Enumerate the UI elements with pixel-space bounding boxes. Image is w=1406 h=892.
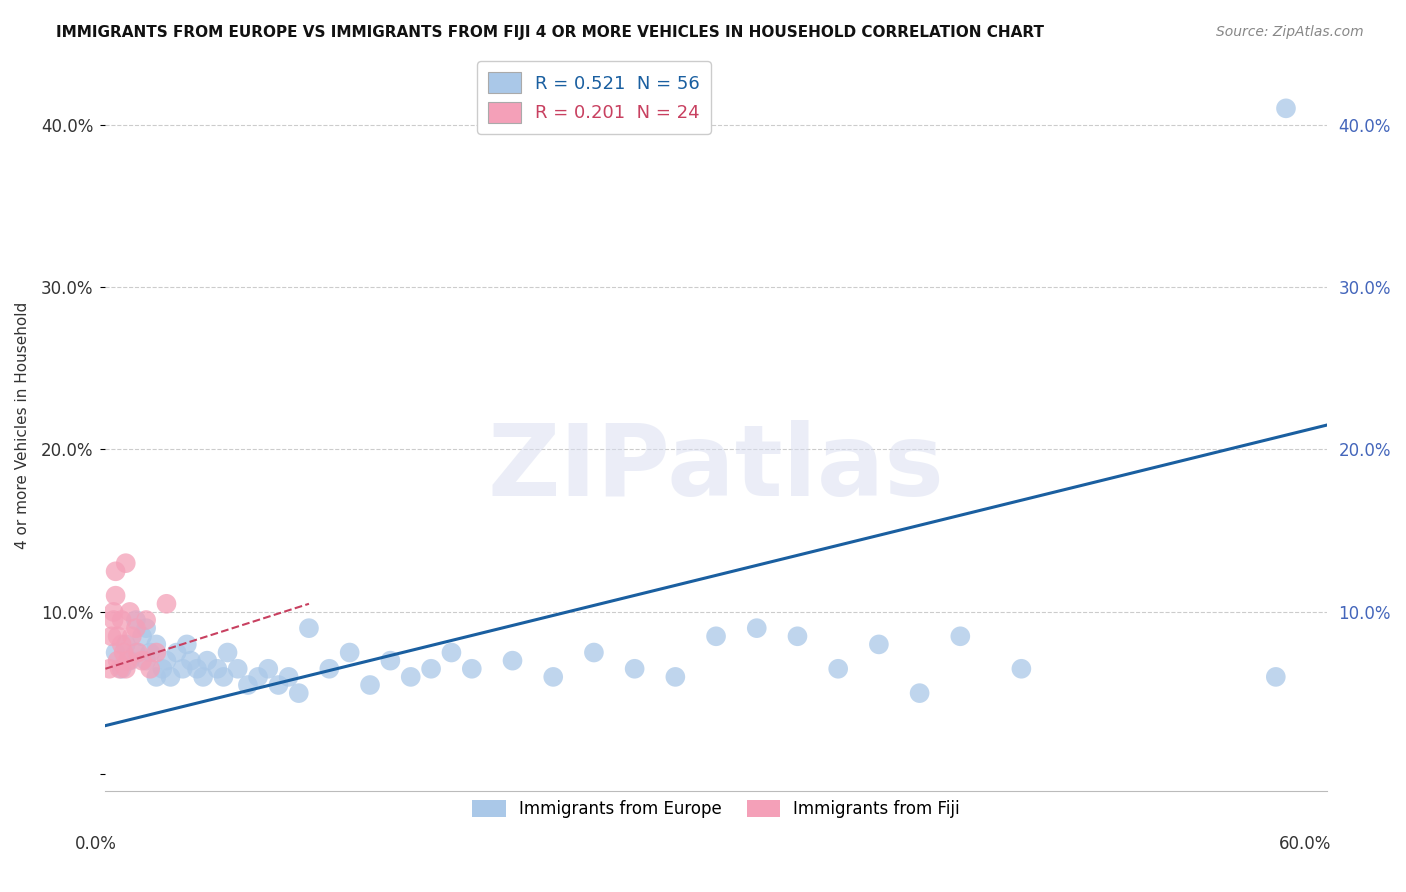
Point [380,654,402,668]
Point [145,637,167,651]
Point [257,662,280,676]
Legend: Immigrants from Europe, Immigrants from Fiji: Immigrants from Europe, Immigrants from … [464,791,969,826]
Point [104,589,127,603]
Point [172,662,194,676]
Point [103,613,125,627]
Text: IMMIGRANTS FROM EUROPE VS IMMIGRANTS FROM FIJI 4 OR MORE VEHICLES IN HOUSEHOLD C: IMMIGRANTS FROM EUROPE VS IMMIGRANTS FRO… [56,25,1045,40]
Point [131,654,153,668]
Point [155,597,177,611]
Point [118,605,141,619]
Point [108,662,131,676]
Point [103,605,125,619]
Point [145,646,167,660]
Y-axis label: 4 or more Vehicles in Household: 4 or more Vehicles in Household [15,301,30,549]
Point [339,646,361,660]
Point [125,646,148,660]
Text: 0.0%: 0.0% [75,835,117,853]
Point [440,646,463,660]
Point [704,629,727,643]
Point [135,613,157,627]
Point [107,629,129,643]
Point [827,662,849,676]
Point [461,662,484,676]
Point [127,646,149,660]
Point [267,678,290,692]
Point [139,646,162,660]
Point [582,646,605,660]
Point [541,670,564,684]
Point [212,670,235,684]
Point [399,670,422,684]
Point [623,662,645,676]
Point [139,662,162,676]
Point [107,654,129,668]
Point [908,686,931,700]
Point [318,662,340,676]
Point [117,654,139,668]
Point [288,686,311,700]
Point [131,629,153,643]
Point [217,646,239,660]
Point [359,678,381,692]
Point [195,654,218,668]
Point [949,629,972,643]
Point [277,670,299,684]
Point [786,629,808,643]
Point [125,613,148,627]
Point [420,662,443,676]
Point [298,621,321,635]
Point [104,564,127,578]
Point [111,637,134,651]
Point [104,646,127,660]
Text: 60.0%: 60.0% [1278,835,1331,853]
Point [155,654,177,668]
Point [100,629,122,643]
Point [166,646,188,660]
Point [502,654,524,668]
Point [114,637,136,651]
Text: ZIPatlas: ZIPatlas [488,420,945,517]
Point [868,637,890,651]
Point [125,621,148,635]
Point [247,670,270,684]
Point [191,670,214,684]
Point [159,670,181,684]
Point [98,662,121,676]
Point [176,637,198,651]
Point [207,662,229,676]
Point [145,670,167,684]
Point [1010,662,1032,676]
Point [114,556,136,570]
Point [118,654,141,668]
Point [111,613,134,627]
Point [745,621,768,635]
Point [1264,670,1286,684]
Text: Source: ZipAtlas.com: Source: ZipAtlas.com [1216,25,1364,39]
Point [112,646,135,660]
Point [135,621,157,635]
Point [135,654,157,668]
Point [1275,101,1298,115]
Point [111,662,134,676]
Point [664,670,686,684]
Point [152,662,174,676]
Point [236,678,259,692]
Point [180,654,202,668]
Point [186,662,208,676]
Point [121,629,143,643]
Point [114,662,136,676]
Point [226,662,249,676]
